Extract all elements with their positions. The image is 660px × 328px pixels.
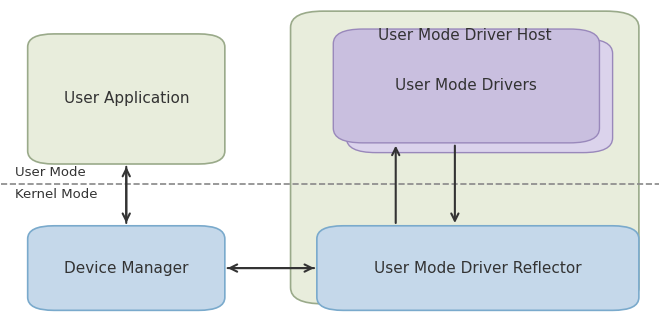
FancyBboxPatch shape: [333, 29, 599, 143]
FancyBboxPatch shape: [28, 34, 225, 164]
FancyBboxPatch shape: [346, 39, 612, 153]
Text: User Mode Driver Reflector: User Mode Driver Reflector: [374, 260, 581, 276]
Text: Device Manager: Device Manager: [64, 260, 189, 276]
Text: Kernel Mode: Kernel Mode: [15, 188, 97, 201]
FancyBboxPatch shape: [317, 226, 639, 310]
Text: User Application: User Application: [63, 92, 189, 107]
FancyBboxPatch shape: [290, 11, 639, 304]
FancyBboxPatch shape: [28, 226, 225, 310]
Text: User Mode: User Mode: [15, 166, 85, 179]
Text: User Mode Driver Host: User Mode Driver Host: [378, 28, 552, 43]
Text: User Mode Drivers: User Mode Drivers: [395, 78, 537, 93]
